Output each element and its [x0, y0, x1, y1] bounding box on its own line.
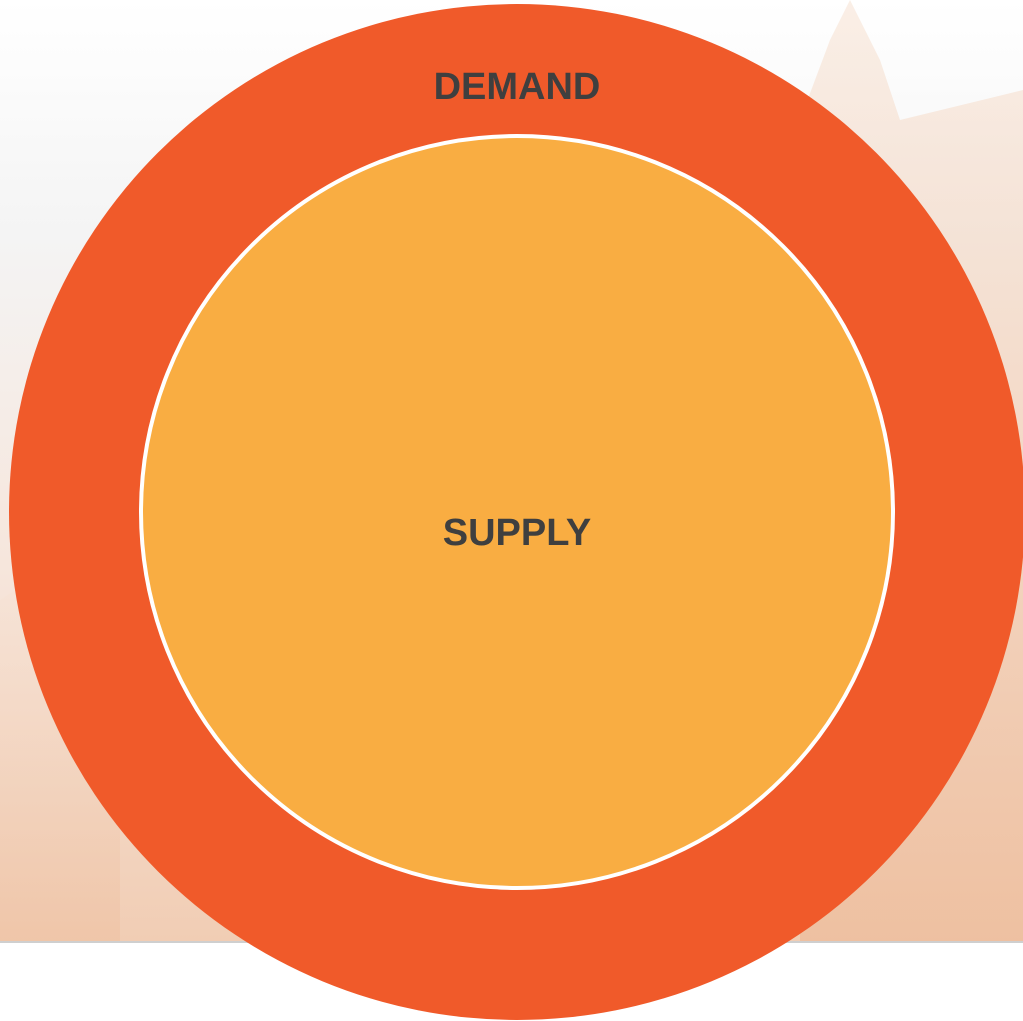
diagram: DEMAND SUPPLY: [0, 0, 1023, 1021]
page: DEMAND SUPPLY (() => { const data = JSON…: [0, 0, 1023, 1021]
outer-label: DEMAND: [434, 66, 601, 108]
inner-label: SUPPLY: [443, 512, 592, 554]
